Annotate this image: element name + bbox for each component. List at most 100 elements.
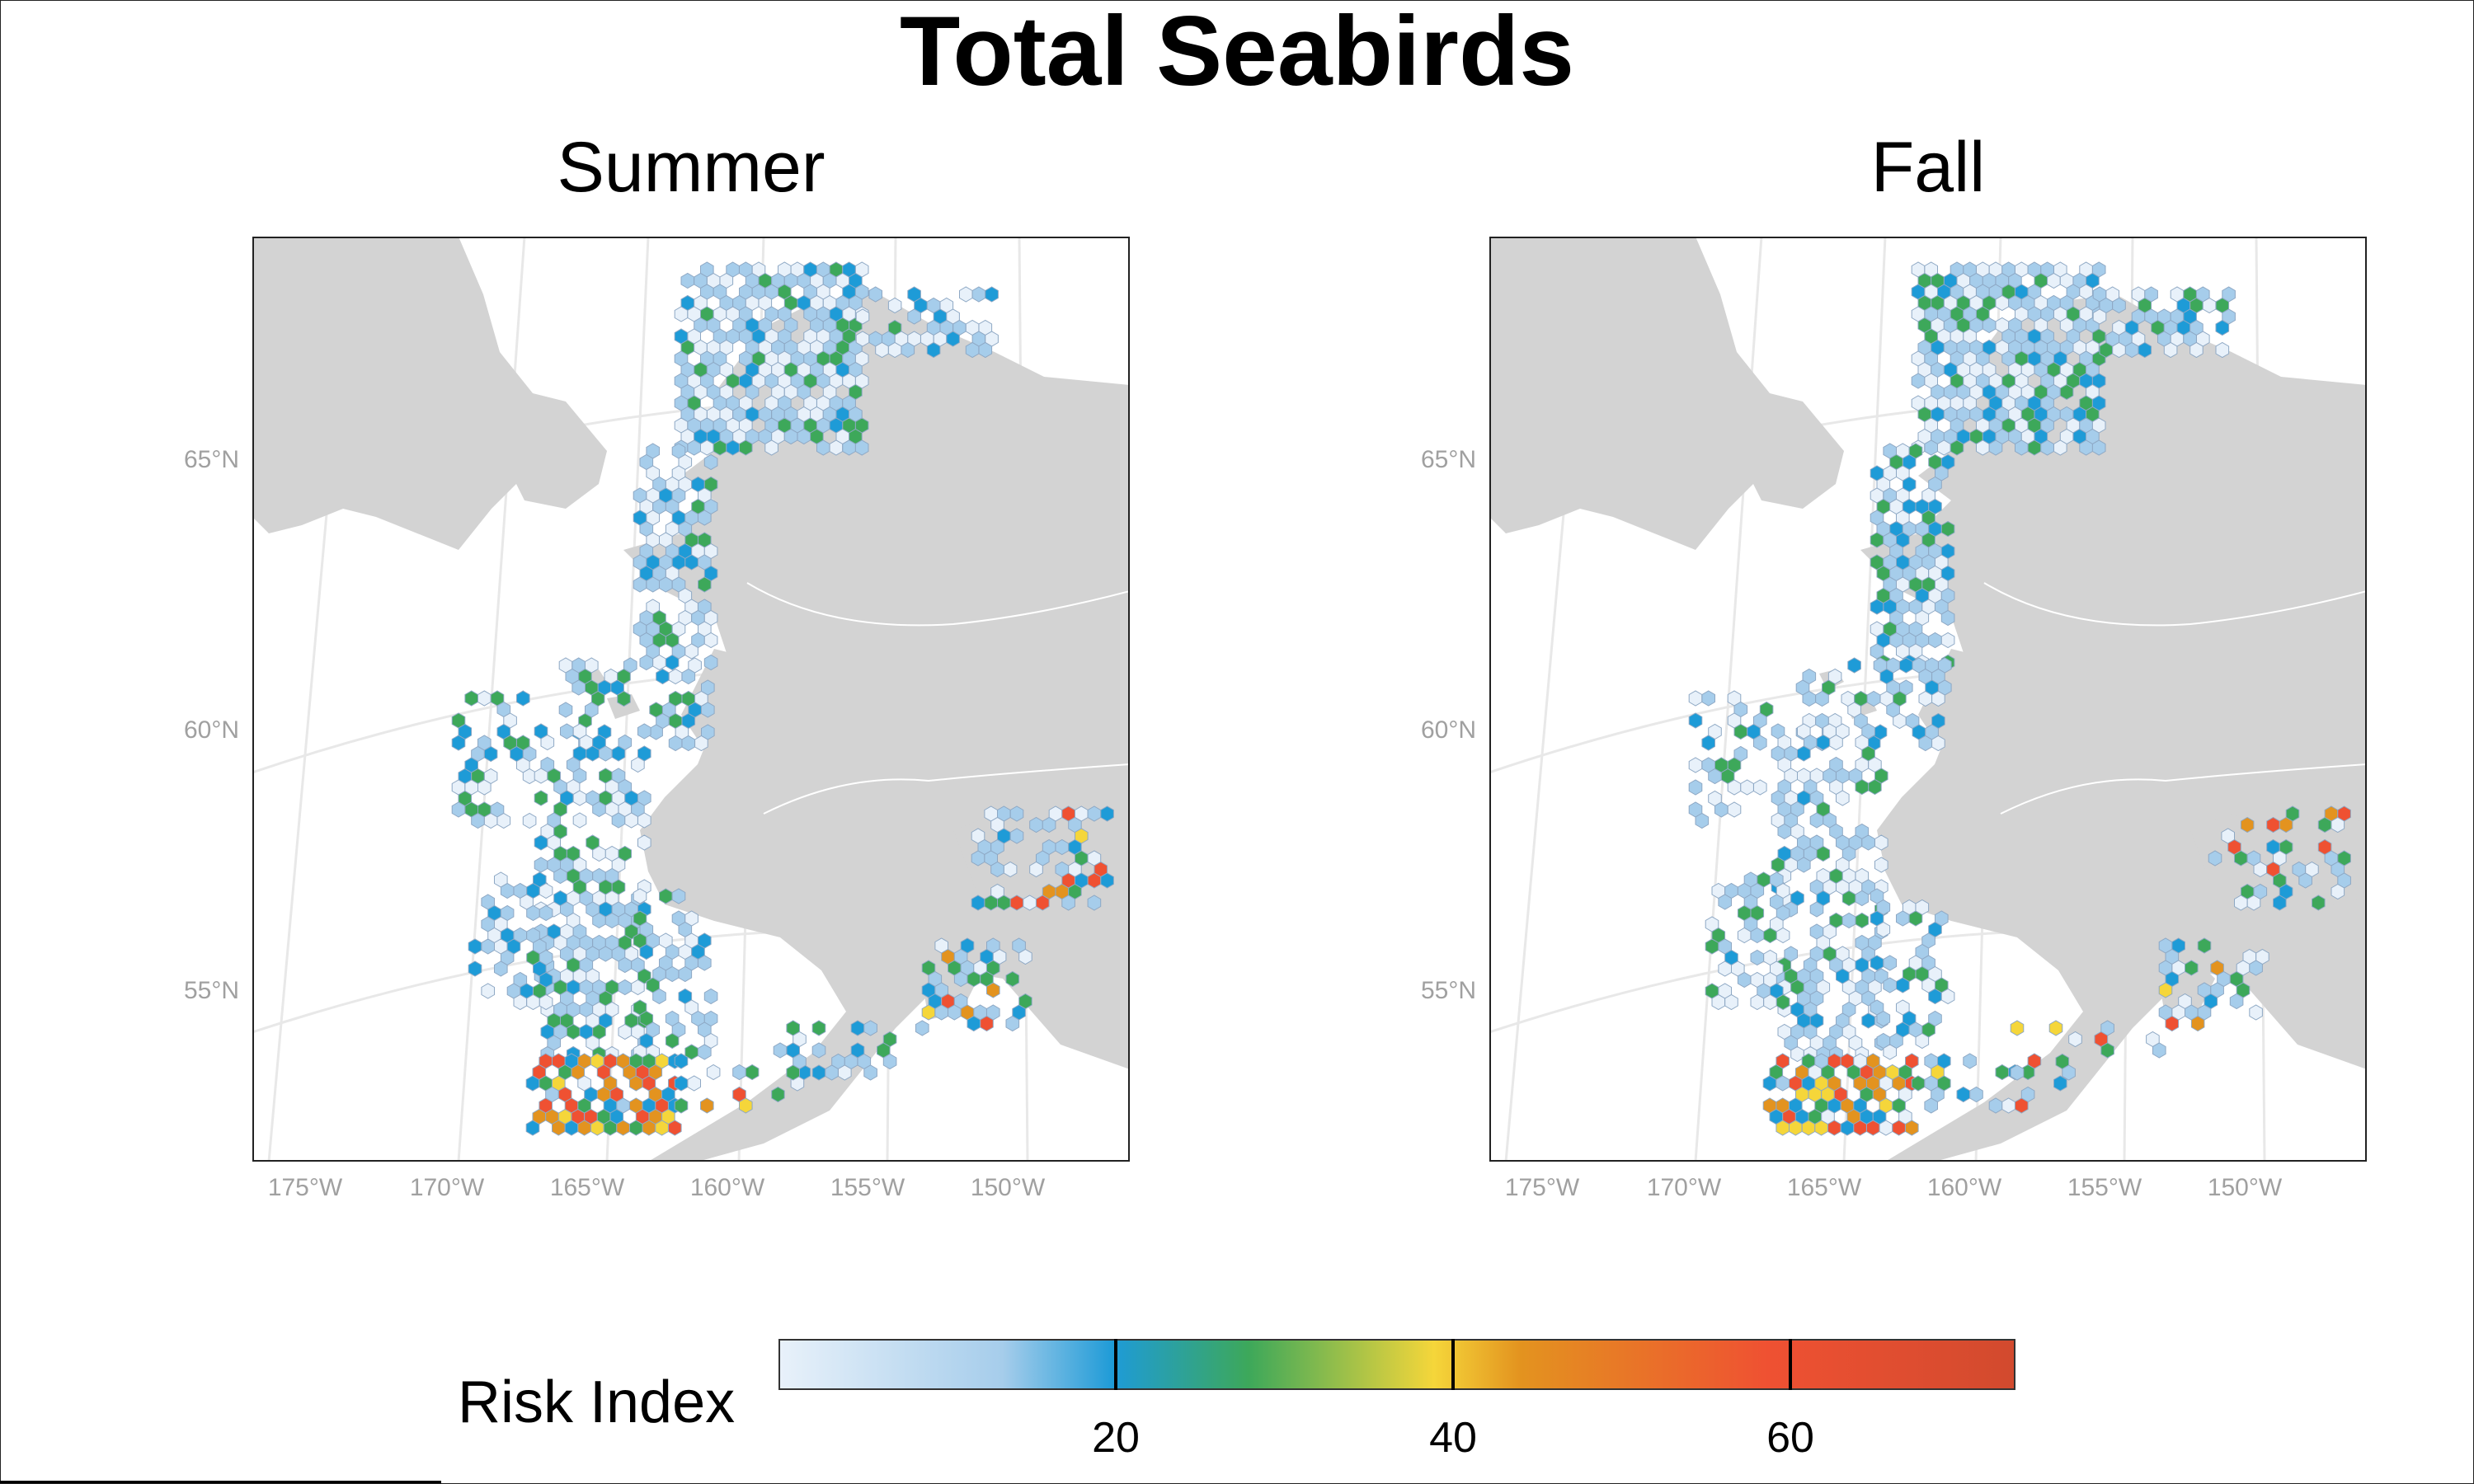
hex-cell xyxy=(1883,977,1897,993)
hex-cell xyxy=(1100,805,1114,822)
hex-cell xyxy=(698,510,712,526)
hex-cell xyxy=(1087,805,1102,822)
hex-cell xyxy=(1911,1075,1926,1092)
hex-cell xyxy=(681,668,696,685)
hex-cell xyxy=(1874,834,1888,851)
lon-label-175-fall: 175°W xyxy=(1504,1174,1580,1201)
hex-cell xyxy=(649,724,663,740)
lon-label-160-fall: 160°W xyxy=(1926,1174,2002,1201)
hex-cell xyxy=(652,654,666,671)
hex-cell xyxy=(1750,949,1765,966)
hex-cell xyxy=(616,1120,630,1136)
hex-cell xyxy=(948,1004,962,1021)
hex-cell xyxy=(1816,734,1831,751)
hex-cell xyxy=(700,1097,714,1114)
hex-cell xyxy=(1005,1015,1020,1032)
hex-cell xyxy=(552,1120,566,1136)
hex-cell xyxy=(522,768,537,785)
hex-cell xyxy=(868,286,882,303)
hex-cell xyxy=(915,1020,929,1036)
hex-cell xyxy=(468,938,482,955)
hex-cell xyxy=(863,1020,877,1036)
hex-cell xyxy=(732,1064,746,1081)
hex-cell xyxy=(1797,857,1811,873)
hex-cell xyxy=(2165,1015,2180,1032)
hex-cell xyxy=(1911,373,1926,389)
hex-cell xyxy=(786,1064,800,1081)
hex-cell xyxy=(726,439,740,456)
hex-cell xyxy=(863,1064,877,1081)
hex-cell xyxy=(1918,690,1933,707)
map-frame xyxy=(252,237,1130,1162)
hex-cell xyxy=(539,993,553,1011)
hex-cell xyxy=(674,1075,689,1092)
hex-cell xyxy=(703,654,718,671)
hex-cell xyxy=(1737,971,1752,989)
hex-cell xyxy=(1009,805,1024,822)
hex-cell xyxy=(1727,779,1742,796)
lat-label-65-fall: 65°N xyxy=(1420,446,1476,473)
hex-cell xyxy=(618,956,633,974)
hex-cell xyxy=(783,428,798,445)
hex-cell xyxy=(665,654,680,671)
hex-cell xyxy=(678,965,693,983)
hex-cell xyxy=(513,993,528,1011)
hex-cell xyxy=(2158,982,2173,998)
lon-label-170-fall: 170°W xyxy=(1646,1174,1722,1201)
hex-cell xyxy=(1928,988,1942,1005)
hex-cell xyxy=(1727,801,1742,818)
hex-cell xyxy=(1905,1120,1919,1136)
hex-cell xyxy=(684,643,698,660)
hex-cell xyxy=(2027,439,2042,456)
hex-cell xyxy=(698,1044,712,1060)
hex-cell xyxy=(629,1075,643,1092)
hex-cell xyxy=(978,341,993,359)
hex-cell xyxy=(965,341,980,359)
hex-cell xyxy=(1931,690,1945,707)
hex-cell xyxy=(592,912,606,929)
land-mass xyxy=(1860,294,2367,1162)
hex-cell xyxy=(534,834,548,851)
hex-cell xyxy=(2189,341,2204,359)
hex-cell xyxy=(2249,960,2263,976)
hex-cell xyxy=(2202,297,2217,314)
hex-cell xyxy=(633,888,647,904)
hex-cell xyxy=(1854,712,1868,730)
hex-cell xyxy=(534,790,548,806)
hex-cell xyxy=(577,1120,591,1136)
hex-cell xyxy=(1876,921,1891,938)
hex-cell xyxy=(668,1120,682,1136)
hex-cell xyxy=(1940,520,1955,538)
hex-cell xyxy=(703,632,718,649)
hex-cell xyxy=(483,812,498,829)
hex-cell xyxy=(1827,1120,1841,1136)
hex-cell xyxy=(681,735,696,752)
hex-cell xyxy=(1816,845,1831,862)
hex-cell xyxy=(745,1064,760,1081)
hex-cell xyxy=(540,734,555,751)
hex-cell xyxy=(1708,768,1722,785)
hex-cell xyxy=(668,735,683,752)
hex-cell xyxy=(1695,812,1710,829)
hex-cell xyxy=(1995,1064,2010,1081)
hex-cell xyxy=(637,812,651,829)
hex-cell xyxy=(553,867,567,885)
hex-cell xyxy=(1896,977,1910,993)
hex-cell xyxy=(481,938,495,955)
hex-cell xyxy=(882,1053,897,1070)
hex-cell xyxy=(590,1120,604,1136)
hex-cell xyxy=(997,895,1011,911)
hex-cell xyxy=(2229,993,2244,1010)
hex-cell xyxy=(2092,308,2107,325)
hex-cell xyxy=(2010,1064,2025,1081)
hex-cell xyxy=(986,982,1000,998)
hex-cell xyxy=(2112,297,2126,314)
hex-cell xyxy=(2059,383,2074,401)
hex-cell xyxy=(701,702,715,718)
hex-cell xyxy=(655,1120,669,1136)
hex-cell xyxy=(1829,734,1843,751)
hex-cell xyxy=(855,331,870,347)
river-line xyxy=(1983,582,2367,627)
hex-cell xyxy=(2273,895,2287,911)
lon-label-150-fall: 150°W xyxy=(2207,1174,2283,1201)
